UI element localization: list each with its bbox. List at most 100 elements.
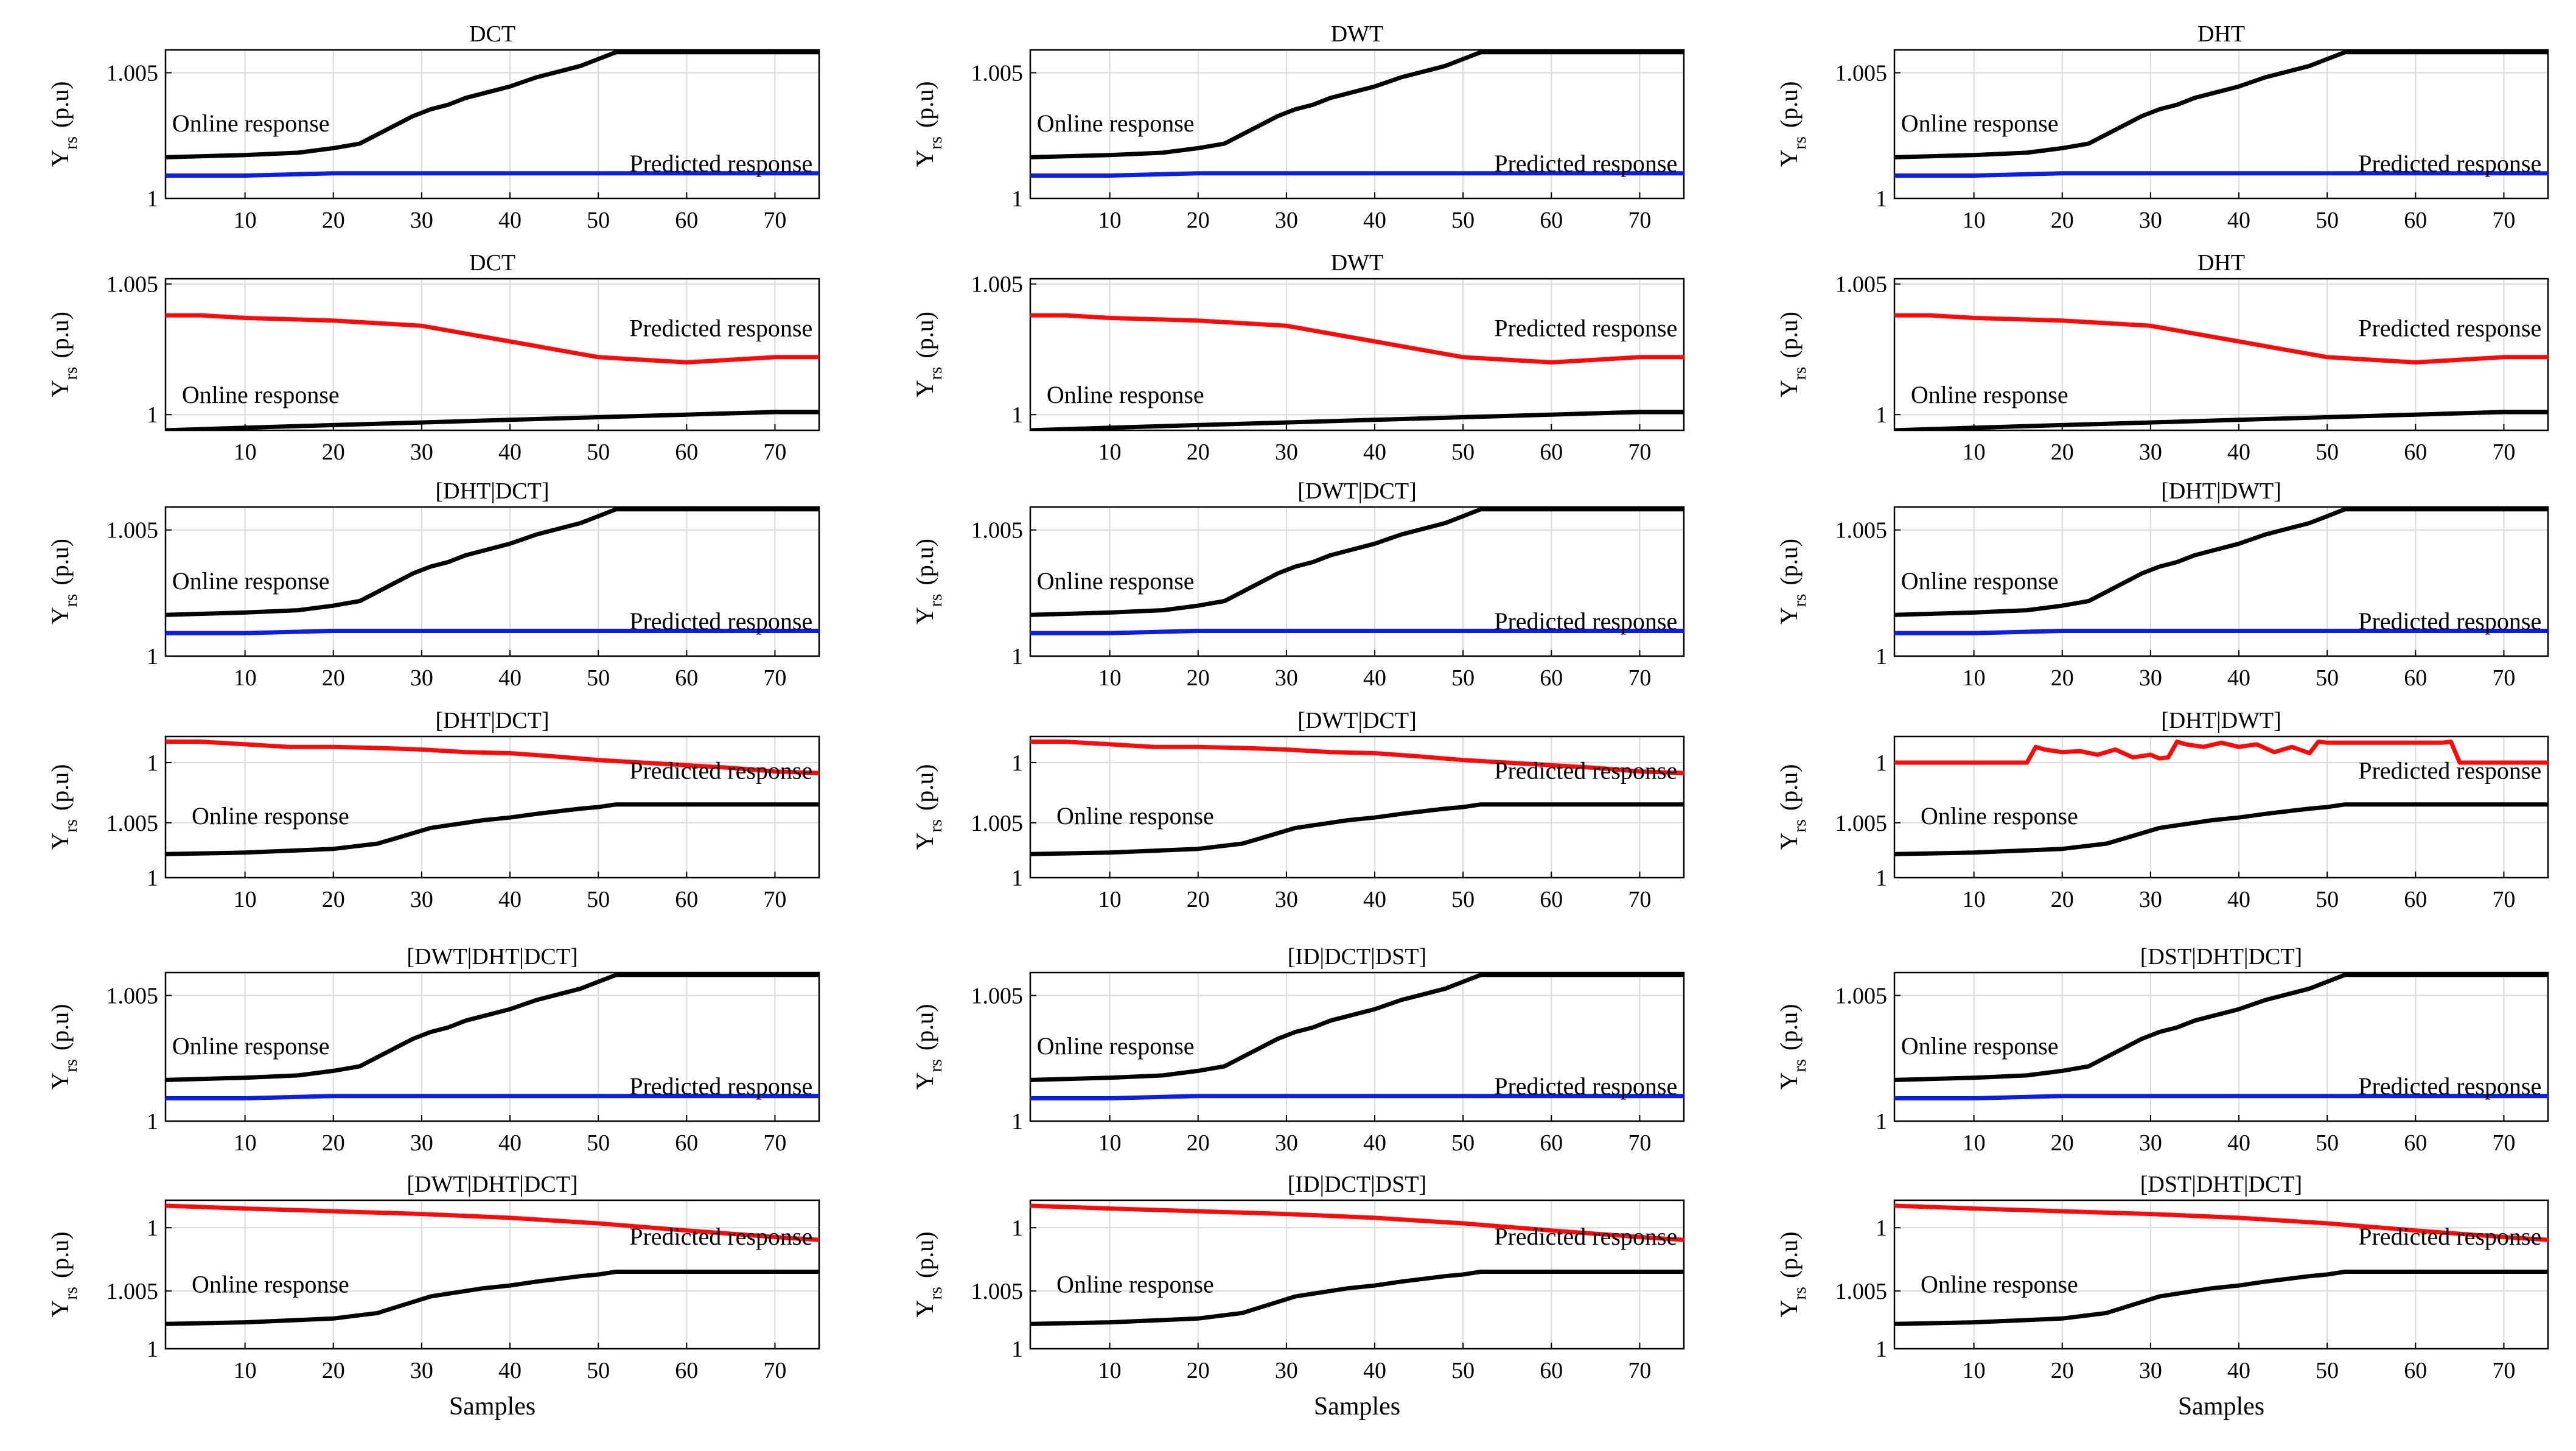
subplot-title: [DWT|DHT|DCT] xyxy=(407,944,578,970)
axes-box xyxy=(1893,735,2549,879)
x-tick-label: 20 xyxy=(1187,1358,1210,1383)
y-tick-label: 1.005 xyxy=(971,518,1024,544)
y-axis-label: Yrs(p.u) xyxy=(1775,1004,1810,1089)
y-tick-label: 1 xyxy=(1011,402,1023,428)
online-response-line xyxy=(1030,973,1684,1082)
online-response-line xyxy=(166,1270,819,1326)
x-tick-label: 20 xyxy=(322,208,345,233)
subplot-title: [DST|DHT|DCT] xyxy=(2140,944,2302,970)
y-tick-label: 1 xyxy=(147,644,158,670)
subplot-p33: 10 20 30 40 50 60 70 1.005 1 Yrs(p.u) [DHT|DWT] Onl… xyxy=(1775,478,2549,691)
subplot-title: [DWT|DHT|DCT] xyxy=(407,1172,578,1197)
x-tick-label: 10 xyxy=(1963,439,1986,465)
subplot-p32: 10 20 30 40 50 60 70 1.005 1 Yrs(p.u) [DWT|DCT] Onl… xyxy=(911,478,1685,691)
x-tick-label: 20 xyxy=(2051,1130,2074,1156)
online-response-label: Online response xyxy=(1901,567,2059,595)
x-tick-label: 60 xyxy=(675,1358,698,1383)
x-tick-label: 50 xyxy=(587,208,610,233)
online-response-label: Online response xyxy=(1921,1270,2078,1298)
y-tick-label: 1 xyxy=(1011,750,1023,776)
x-tick-label: 40 xyxy=(1363,1130,1386,1156)
x-tick-label: 20 xyxy=(322,439,345,465)
x-tick-label: 20 xyxy=(322,887,345,912)
x-tick-label: 30 xyxy=(2139,1130,2162,1156)
y-tick-label: 1.005 xyxy=(1835,61,1888,86)
subplot-p51: 10 20 30 40 50 60 70 1.005 1 Yrs(p.u) [DWT|DHT|DCT… xyxy=(46,944,820,1156)
y-tick-label: 1.005 xyxy=(106,811,159,836)
predicted-response-label: Predicted response xyxy=(629,315,812,342)
x-tick-label: 50 xyxy=(587,887,610,912)
y-axis-label: Yrs(p.u) xyxy=(911,81,946,167)
x-tick-label: 60 xyxy=(2404,1358,2427,1383)
y-axis-label: Yrs(p.u) xyxy=(46,81,81,167)
axes-box xyxy=(1029,49,1685,200)
online-response-label: Online response xyxy=(1911,381,2068,408)
x-tick-label: 20 xyxy=(1187,208,1210,233)
subplot-p23: 10 20 30 40 50 60 70 1.005 1 Yrs(p.u) DHT Online re… xyxy=(1775,250,2549,465)
x-tick-label: 70 xyxy=(2492,208,2515,233)
y-tick-label: 1 xyxy=(1876,865,1887,891)
x-tick-label: 30 xyxy=(1275,1358,1298,1383)
x-tick-label: 10 xyxy=(234,665,257,691)
x-tick-label: 50 xyxy=(2316,208,2339,233)
y-tick-label: 1.005 xyxy=(106,518,159,544)
x-tick-label: 40 xyxy=(1363,439,1386,465)
x-tick-label: 30 xyxy=(1275,439,1298,465)
x-tick-label: 50 xyxy=(1451,208,1475,233)
subplot-p63: 10 20 30 40 50 60 70 1 1.005 1 Yrs(p.u) [DST|DHT|DC… xyxy=(1775,1172,2549,1421)
x-tick-label: 30 xyxy=(410,1358,433,1383)
y-tick-label: 1 xyxy=(1011,865,1023,891)
online-response-line xyxy=(166,410,819,430)
y-tick-label: 1.005 xyxy=(971,272,1024,298)
x-tick-label: 10 xyxy=(1963,887,1986,912)
predicted-response-line xyxy=(1894,171,2548,178)
y-tick-label: 1.005 xyxy=(1835,1279,1888,1304)
y-axis-label: Yrs(p.u) xyxy=(1775,312,1810,397)
x-tick-label: 20 xyxy=(1187,665,1210,691)
axes-box xyxy=(1029,506,1685,657)
x-tick-label: 50 xyxy=(1451,1358,1475,1383)
x-tick-label: 50 xyxy=(2316,439,2339,465)
x-tick-label: 10 xyxy=(1963,208,1986,233)
y-tick-label: 1 xyxy=(147,750,158,776)
x-tick-label: 40 xyxy=(2227,887,2250,912)
x-tick-label: 20 xyxy=(1187,439,1210,465)
online-response-label: Online response xyxy=(1037,110,1195,137)
x-tick-label: 70 xyxy=(763,208,786,233)
subplot-title: [ID|DCT|DST] xyxy=(1288,1172,1426,1197)
y-axis-label: Yrs(p.u) xyxy=(46,764,81,850)
subplot-p61: 10 20 30 40 50 60 70 1 1.005 1 Yrs(p.u) [DWT|DHT|DC… xyxy=(46,1172,820,1421)
y-axis-label: Yrs(p.u) xyxy=(46,312,81,397)
subplot-title: DCT xyxy=(469,21,515,47)
subplot-p21: 10 20 30 40 50 60 70 1.005 1 Yrs(p.u) DCT Online re… xyxy=(46,250,820,465)
x-tick-label: 20 xyxy=(322,1130,345,1156)
x-tick-label: 50 xyxy=(587,439,610,465)
y-tick-label: 1 xyxy=(1876,644,1887,670)
x-tick-label: 50 xyxy=(587,665,610,691)
y-tick-label: 1.005 xyxy=(971,1279,1024,1304)
predicted-response-line xyxy=(1030,1094,1684,1100)
predicted-response-label: Predicted response xyxy=(1494,757,1677,785)
x-tick-label: 60 xyxy=(2404,439,2427,465)
x-tick-label: 70 xyxy=(763,1358,786,1383)
x-tick-label: 50 xyxy=(1451,1130,1475,1156)
subplot-p13: 10 20 30 40 50 60 70 1.005 1 Yrs(p.u) DHT Online re… xyxy=(1775,21,2549,233)
online-response-line xyxy=(1894,1270,2548,1326)
online-response-line xyxy=(1894,802,2548,856)
axes-box xyxy=(164,735,820,879)
online-response-line xyxy=(166,973,819,1082)
predicted-response-line xyxy=(1894,1203,2548,1242)
x-tick-label: 40 xyxy=(498,665,522,691)
predicted-response-label: Predicted response xyxy=(629,1223,812,1250)
x-tick-label: 10 xyxy=(234,1358,257,1383)
predicted-response-label: Predicted response xyxy=(629,150,812,177)
x-tick-label: 70 xyxy=(1628,208,1651,233)
x-tick-label: 10 xyxy=(1098,439,1122,465)
y-tick-label: 1.005 xyxy=(106,61,159,86)
x-tick-label: 60 xyxy=(2404,1130,2427,1156)
x-tick-label: 70 xyxy=(1628,887,1651,912)
subplot-p53: 10 20 30 40 50 60 70 1.005 1 Yrs(p.u) [DST|DHT|DCT… xyxy=(1775,944,2549,1156)
x-axis-label: Samples xyxy=(449,1393,536,1421)
axes-box xyxy=(164,1199,820,1350)
axes-box xyxy=(1893,506,2549,657)
